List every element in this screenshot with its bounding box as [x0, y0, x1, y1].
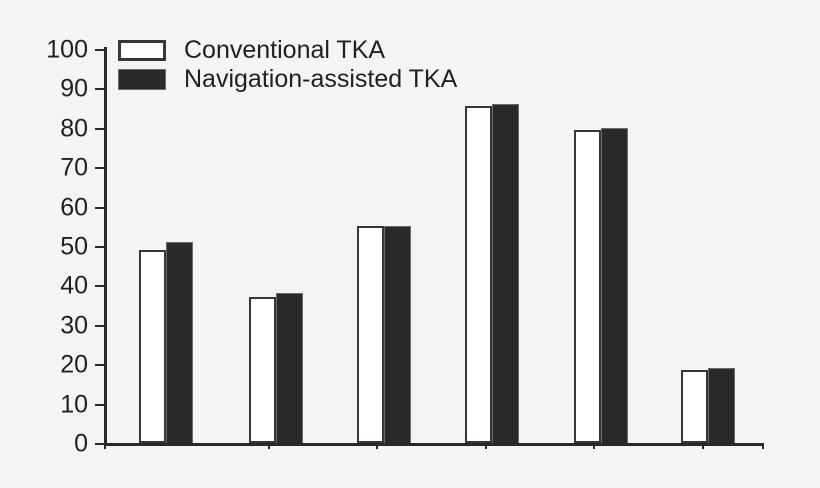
x-axis-tick	[268, 443, 270, 449]
open-square-swatch-icon	[118, 40, 166, 61]
filled-square-swatch-icon	[118, 69, 166, 90]
x-axis-line	[104, 443, 764, 446]
y-axis-tick: 40	[60, 273, 104, 298]
bar-navigation-assisted	[166, 242, 193, 443]
x-axis-tick	[762, 443, 764, 449]
y-axis-tick-label: 10	[60, 390, 88, 419]
y-axis-tick: 90	[60, 76, 104, 101]
y-axis-tick-label: 30	[60, 311, 88, 340]
x-axis-tick	[104, 443, 106, 449]
legend-item-conventional: Conventional TKA	[118, 36, 457, 65]
y-axis-tick-label: 90	[60, 74, 88, 103]
legend-label-navigation-assisted: Navigation-assisted TKA	[184, 65, 458, 93]
plot-area: 0 10 20 30 40 50 60 70 80 90 100	[46, 37, 764, 456]
y-axis-tick-label: 0	[74, 429, 88, 458]
y-axis-tick-label: 100	[46, 35, 88, 64]
bar-navigation-assisted	[276, 293, 303, 443]
x-axis-tick	[376, 443, 378, 449]
x-axis-tick	[593, 443, 595, 449]
y-axis-tick: 30	[60, 313, 104, 338]
bar-conventional	[465, 106, 492, 443]
bar-navigation-assisted	[492, 104, 519, 443]
y-axis-tick: 80	[60, 116, 104, 141]
y-axis-tick-label: 80	[60, 114, 88, 143]
y-axis-line	[104, 47, 107, 445]
legend-item-navigation-assisted: Navigation-assisted TKA	[118, 65, 457, 94]
bar-conventional	[249, 297, 276, 443]
bar-conventional	[357, 226, 384, 443]
legend-label-conventional: Conventional TKA	[184, 36, 386, 64]
y-axis-tick-label: 20	[60, 350, 88, 379]
y-axis-tick-label: 40	[60, 271, 88, 300]
x-axis-tick	[702, 443, 704, 449]
bar-navigation-assisted	[601, 127, 628, 443]
y-axis-tick: 0	[74, 431, 104, 456]
y-axis-tick: 10	[60, 392, 104, 417]
y-axis-tick: 100	[46, 37, 104, 62]
y-axis-tick-label: 60	[60, 193, 88, 222]
y-axis-tick-label: 70	[60, 153, 88, 182]
x-axis-tick	[485, 443, 487, 449]
y-axis-tick: 50	[60, 234, 104, 259]
bar-conventional	[139, 249, 166, 443]
bar-navigation-assisted	[384, 226, 411, 443]
bar-conventional	[574, 129, 601, 443]
y-axis-tick-label: 50	[60, 232, 88, 261]
y-axis-tick: 70	[60, 155, 104, 180]
y-axis-tick: 20	[60, 352, 104, 377]
y-axis-tick: 60	[60, 195, 104, 220]
chart-legend: Conventional TKA Navigation-assisted TKA	[118, 36, 457, 94]
bar-conventional	[681, 370, 708, 443]
bar-navigation-assisted	[708, 368, 735, 443]
